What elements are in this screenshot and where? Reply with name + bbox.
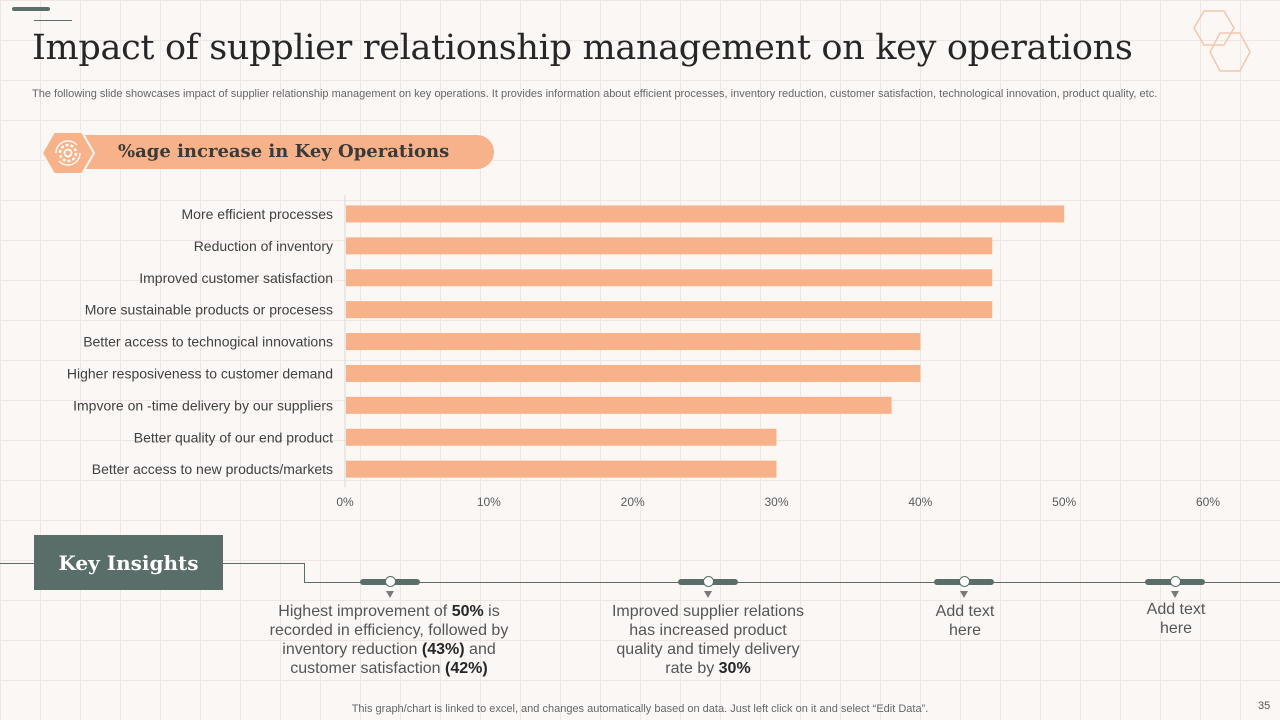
category-label-0: More efficient processes: [182, 206, 333, 222]
category-label-4: Better access to technogical innovations: [83, 334, 333, 350]
insights-line-step: [304, 563, 305, 583]
insight-text-1: Highest improvement of 50% is recorded i…: [269, 603, 509, 677]
insight-marker-2: [678, 576, 738, 600]
bar-1: [346, 237, 993, 255]
x-tick-label-5: 50%: [1052, 495, 1076, 509]
bar-6: [346, 396, 892, 414]
section-header-label: %age increase in Key Operations: [118, 141, 450, 162]
category-label-2: Improved customer satisfaction: [139, 270, 333, 286]
gear-icon: [40, 131, 96, 175]
category-label-3: More sustainable products or procesess: [85, 302, 333, 318]
bar-8: [346, 460, 777, 478]
x-tick-label-6: 60%: [1196, 495, 1220, 509]
top-accent-line: [34, 20, 72, 21]
insight-text-4[interactable]: Add text here: [1146, 601, 1206, 637]
insight-text-3[interactable]: Add text here: [935, 603, 995, 639]
page-subtitle: The following slide showcases impact of …: [32, 88, 1158, 100]
category-label-8: Better access to new products/markets: [92, 461, 333, 477]
x-tick-label-1: 10%: [477, 495, 501, 509]
category-label-5: Higher resposiveness to customer demand: [67, 365, 333, 381]
insight-marker-4: [1145, 576, 1205, 600]
key-insights-heading: Key Insights: [34, 535, 223, 590]
x-tick-label-4: 40%: [908, 495, 932, 509]
bar-0: [346, 205, 1065, 223]
footer-note: This graph/chart is linked to excel, and…: [351, 703, 929, 715]
section-header-pill: [72, 135, 494, 169]
x-tick-label-0: 0%: [336, 495, 354, 509]
bar-2: [346, 269, 993, 287]
bar-7: [346, 428, 777, 446]
insight-marker-1: [360, 576, 420, 600]
bar-4: [346, 333, 921, 351]
category-label-1: Reduction of inventory: [194, 238, 333, 254]
insight-text-2: Improved supplier relations has increase…: [611, 603, 805, 677]
bar-3: [346, 301, 993, 319]
bar-5: [346, 364, 921, 382]
category-label-7: Better quality of our end product: [134, 429, 333, 445]
top-accent-bar: [12, 7, 50, 11]
category-label-6: Impvore on -time delivery by our supplie…: [73, 397, 333, 413]
insight-marker-3: [934, 576, 994, 600]
page-title: Impact of supplier relationship manageme…: [32, 28, 1133, 68]
page-number: 35: [1258, 700, 1271, 712]
hexagon-decoration-icon: [1193, 10, 1251, 72]
insights-timeline: [304, 582, 1280, 583]
x-tick-label-2: 20%: [621, 495, 645, 509]
x-tick-label-3: 30%: [764, 495, 788, 509]
bar-chart: More efficient processes Reduction of inv…: [67, 195, 1220, 509]
